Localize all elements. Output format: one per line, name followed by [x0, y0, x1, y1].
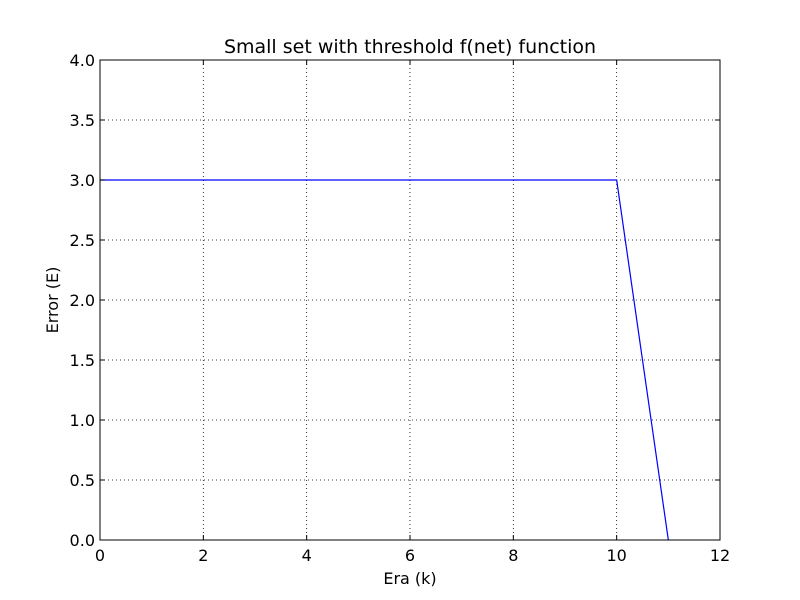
y-tick-label: 0.0: [70, 531, 95, 550]
x-tick-label: 2: [198, 546, 208, 565]
y-axis-label: Error (E): [43, 267, 62, 334]
x-tick-label: 6: [405, 546, 415, 565]
y-tick-label: 4.0: [70, 51, 95, 70]
chart-title: Small set with threshold f(net) function: [224, 36, 596, 58]
y-tick-label: 2.5: [70, 231, 95, 250]
x-tick-label: 10: [606, 546, 626, 565]
y-tick-label: 3.5: [70, 111, 95, 130]
x-tick-label: 0: [95, 546, 105, 565]
y-tick-label: 1.5: [70, 351, 95, 370]
y-tick-label: 3.0: [70, 171, 95, 190]
x-tick-label: 8: [508, 546, 518, 565]
y-tick-label: 2.0: [70, 291, 95, 310]
y-tick-label: 0.5: [70, 471, 95, 490]
series-lines: [100, 179, 669, 541]
series-line: [100, 179, 669, 541]
y-tick-label: 1.0: [70, 411, 95, 430]
x-tick-label: 4: [302, 546, 312, 565]
axis-ticks: 0 2 4 6 8 10 12 0.0 0.5 1.0 1.5 2.0 2.5 3.0 3.5 4.0: [70, 51, 731, 565]
x-axis-label: Era (k): [383, 569, 436, 588]
grid-lines: [99, 59, 721, 541]
x-tick-label: 12: [710, 546, 730, 565]
